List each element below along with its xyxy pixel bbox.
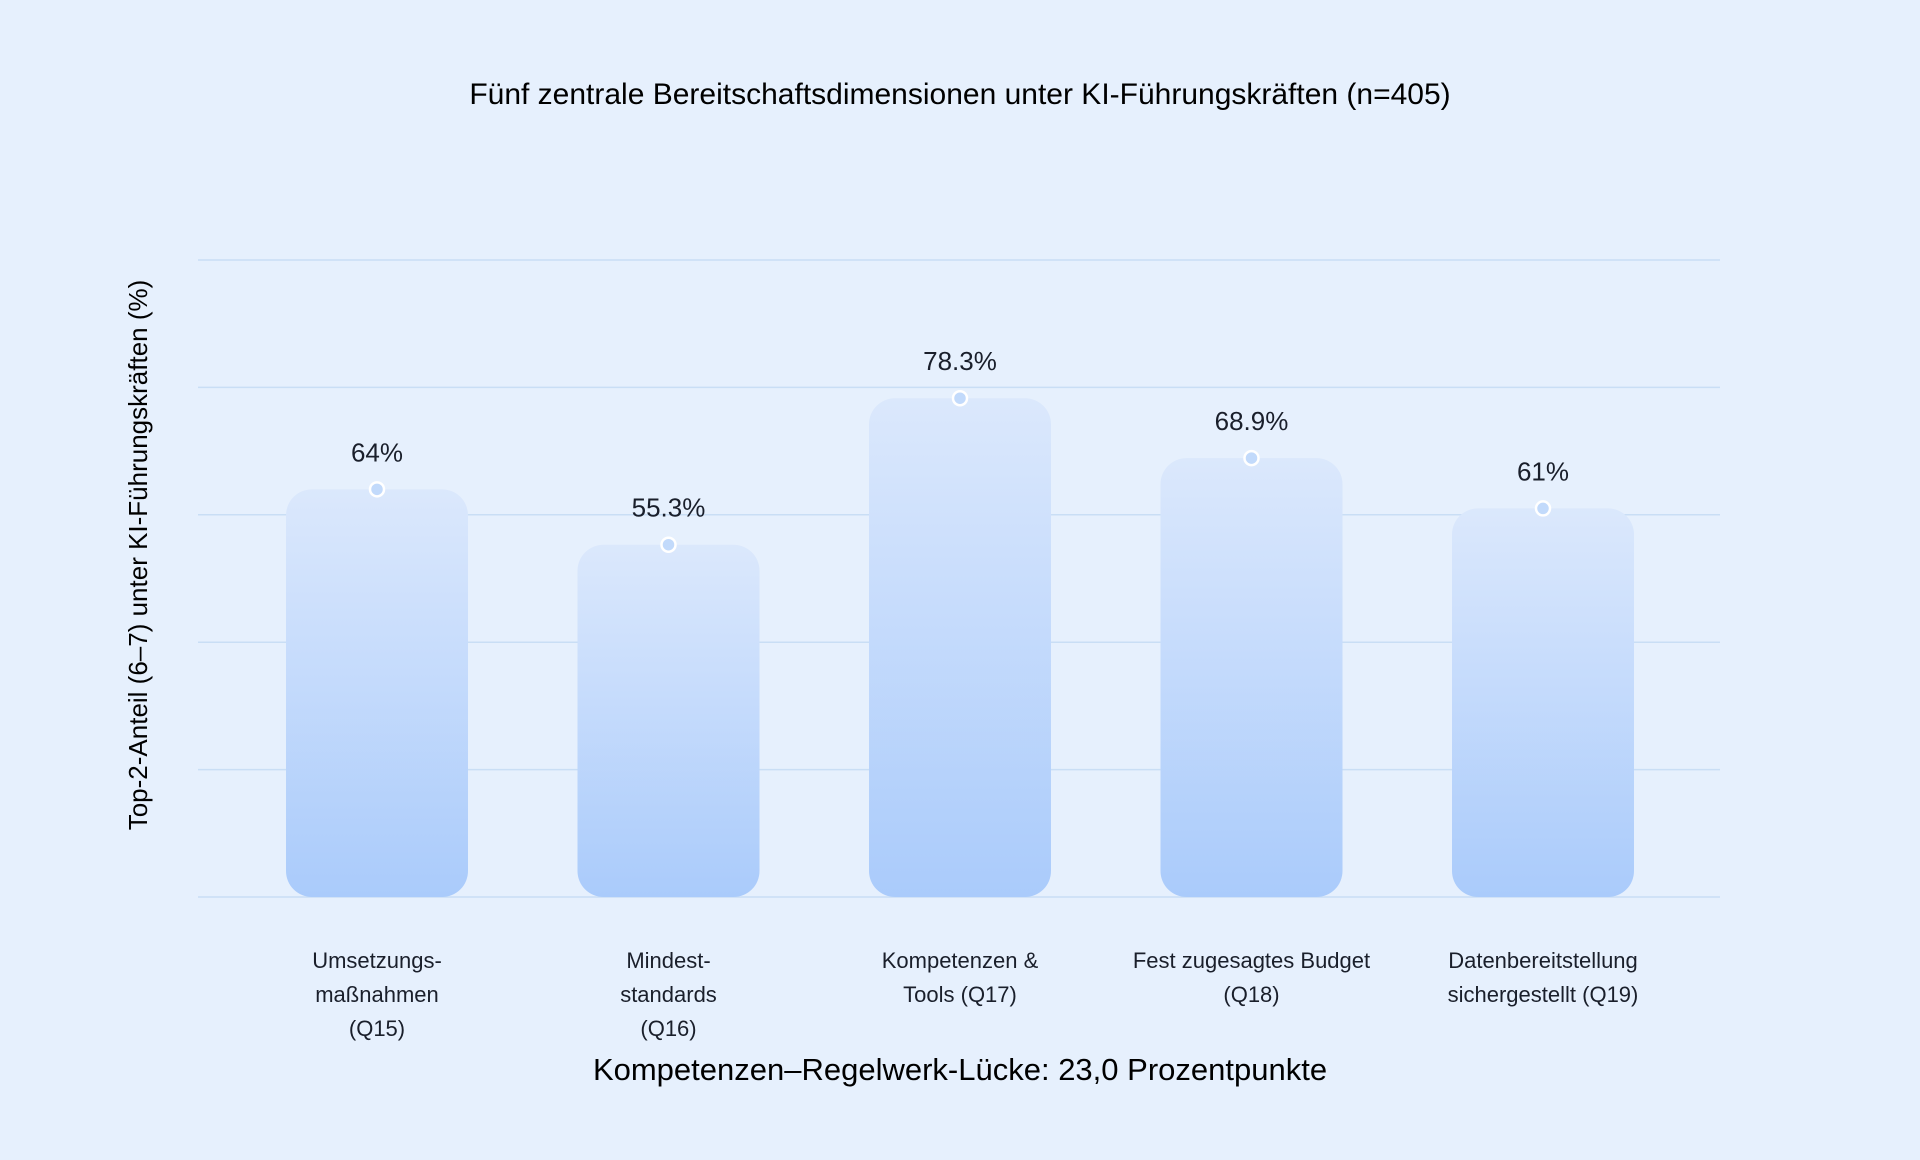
value-label: 78.3% bbox=[923, 346, 997, 376]
chart-title: Fünf zentrale Bereitschaftsdimensionen u… bbox=[469, 78, 1450, 111]
category-label: Fest zugesagtes Budget (Q18) bbox=[1133, 948, 1370, 1007]
value-label: 61% bbox=[1517, 456, 1569, 486]
y-axis-label: Top-2-Anteil (6–7) unter KI-Führungskräf… bbox=[123, 280, 153, 831]
chart-subtitle: Kompetenzen–Regelwerk-Lücke: 23,0 Prozen… bbox=[593, 1052, 1327, 1087]
bar bbox=[869, 398, 1051, 897]
bar-top-marker bbox=[368, 481, 386, 498]
bar-top-marker bbox=[660, 536, 677, 553]
bar-top-marker bbox=[1243, 449, 1260, 467]
value-labels: 64% 55.3% 78.3% 68.9% 61% bbox=[351, 346, 1569, 523]
value-label: 55.3% bbox=[632, 493, 706, 523]
bar-top-marker bbox=[1534, 500, 1552, 517]
category-label: Kompetenzen & Tools (Q17) bbox=[882, 948, 1039, 1007]
bar bbox=[1452, 508, 1634, 897]
value-label: 68.9% bbox=[1215, 406, 1289, 436]
bar bbox=[1160, 458, 1343, 897]
bar-top-marker bbox=[951, 389, 969, 407]
category-label: Datenbereitstellung sichergestellt (Q19) bbox=[1448, 948, 1639, 1007]
bar bbox=[286, 489, 468, 897]
category-labels: Umsetzungs-maßnahmen (Q15) Mindest-standar… bbox=[312, 948, 1638, 1041]
bar bbox=[577, 544, 760, 897]
value-label: 64% bbox=[351, 437, 403, 467]
category-label: Umsetzungs-maßnahmen (Q15) bbox=[312, 948, 442, 1041]
bars bbox=[286, 389, 1634, 897]
category-label: Mindest-standards (Q16) bbox=[620, 948, 717, 1041]
